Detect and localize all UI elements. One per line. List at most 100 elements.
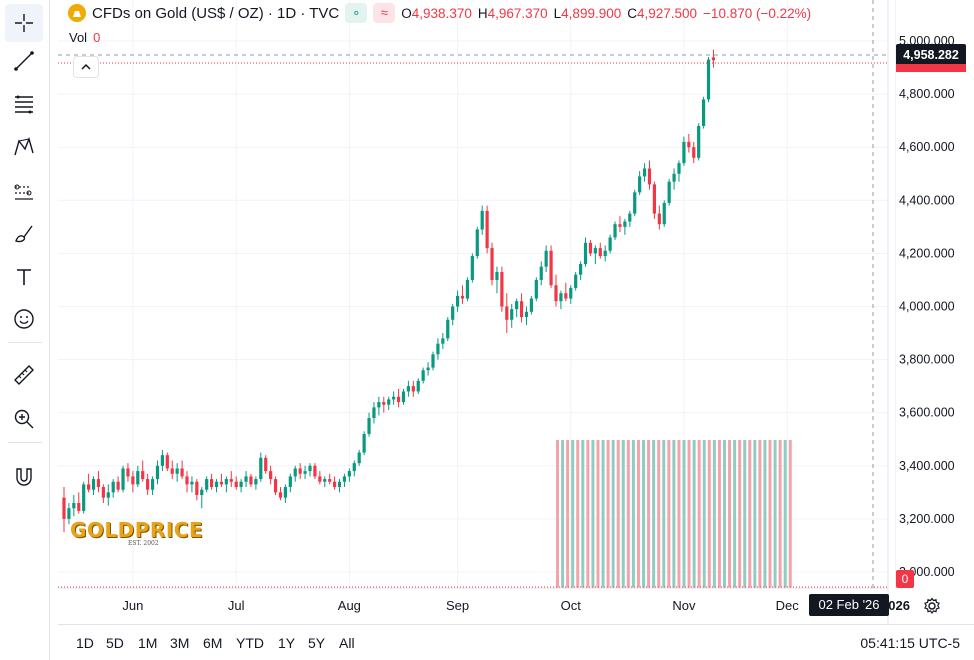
candle-body: [446, 319, 450, 339]
price-tick-label: 4,600.000: [899, 140, 955, 154]
time-tick-label: Jul: [228, 598, 245, 613]
tool-pattern[interactable]: [5, 128, 43, 166]
candle: [111, 479, 115, 498]
tool-prediction[interactable]: [5, 172, 43, 210]
candle: [82, 481, 86, 514]
candle: [328, 473, 332, 485]
range-5d[interactable]: 5D: [106, 635, 124, 651]
tool-emoji[interactable]: [5, 300, 43, 338]
candle-body: [387, 399, 391, 405]
candle: [396, 388, 401, 408]
toolbar-divider: [8, 342, 42, 343]
candle: [155, 460, 160, 485]
candle: [505, 293, 509, 334]
toolbar-divider: [8, 442, 42, 443]
data-type-badge[interactable]: ≈: [373, 3, 396, 23]
volume-bar: [738, 440, 742, 588]
symbol-title[interactable]: CFDs on Gold (US$ / OZ) · 1D · TVC: [92, 4, 340, 22]
candle: [613, 221, 617, 241]
volume-bar: [773, 440, 777, 588]
price-tick-label: 3,800.000: [899, 353, 955, 367]
candle: [234, 476, 238, 490]
candle: [603, 245, 607, 262]
volume-bar: [642, 440, 646, 588]
chart-settings-button[interactable]: [921, 595, 943, 617]
candle: [500, 266, 504, 312]
volume-bar: [758, 440, 762, 588]
range-3m[interactable]: 3M: [170, 635, 190, 651]
candle-body: [367, 418, 371, 434]
range-all[interactable]: All: [339, 635, 355, 651]
candle: [470, 253, 474, 283]
candle: [480, 205, 484, 235]
range-ytd[interactable]: YTD: [236, 635, 264, 651]
candle-body: [333, 481, 337, 488]
range-1y[interactable]: 1Y: [278, 635, 296, 651]
timezone-clock[interactable]: 05:41:15 UTC-5: [860, 635, 960, 651]
candle-body: [396, 396, 401, 403]
candle-body: [126, 468, 130, 477]
range-6m[interactable]: 6M: [203, 635, 223, 651]
tool-crosshair[interactable]: [5, 4, 43, 42]
candle-body: [298, 468, 302, 474]
candle-body: [500, 271, 504, 307]
bottom-toolbar: 1D 5D 1M 3M 6M YTD 1Y 5Y All 05:41:15 UTC-5: [58, 624, 974, 660]
range-5y[interactable]: 5Y: [308, 635, 326, 651]
candle-body: [431, 354, 435, 368]
candle-body: [411, 386, 415, 392]
candle: [283, 484, 287, 503]
candle: [121, 465, 125, 493]
candle-body: [283, 487, 287, 498]
candle: [697, 123, 701, 161]
gold-symbol-icon: [68, 4, 86, 22]
volume-bar: [657, 440, 661, 588]
candle: [116, 476, 120, 493]
ohlc-open: O4,938.370: [401, 5, 472, 21]
candle: [382, 396, 386, 413]
collapse-legend-button[interactable]: [73, 56, 99, 78]
candle: [205, 476, 209, 493]
candle-body: [121, 468, 125, 490]
volume-legend[interactable]: Vol 0: [69, 30, 100, 45]
candle: [564, 282, 568, 302]
candle: [298, 463, 302, 480]
price-tick-label: 4,000.000: [899, 300, 955, 314]
volume-bar: [687, 440, 691, 588]
tool-magnet[interactable]: [5, 458, 43, 496]
candle: [160, 449, 164, 472]
crosshair-icon: [15, 14, 33, 32]
tool-zoom[interactable]: [5, 400, 43, 438]
candle: [638, 171, 642, 195]
candle-body: [406, 386, 410, 392]
candle-body: [67, 508, 71, 519]
range-1d[interactable]: 1D: [76, 635, 94, 651]
volume-bar: [672, 440, 676, 588]
tool-trend-line[interactable]: [5, 42, 43, 80]
candle: [490, 242, 494, 286]
market-status-badge[interactable]: ∘: [345, 3, 368, 23]
candle: [667, 179, 671, 206]
time-axis: Jun Jul Aug Sep Oct Nov Dec 2026: [122, 598, 910, 613]
candle: [357, 449, 361, 466]
volume-bar: [561, 440, 565, 588]
candle-body: [465, 279, 470, 299]
tool-ruler[interactable]: [5, 356, 43, 394]
tool-brush[interactable]: [5, 214, 43, 252]
candle-body: [180, 468, 184, 477]
candle-body: [278, 492, 283, 498]
symbol-legend[interactable]: CFDs on Gold (US$ / OZ) · 1D · TVC ∘ ≈ O…: [68, 3, 811, 23]
volume-bar: [768, 440, 772, 588]
candle-body: [116, 481, 120, 490]
candle-body: [234, 481, 238, 488]
candle: [219, 473, 224, 488]
candle-body: [588, 242, 593, 254]
candle: [229, 471, 233, 488]
volume-bar: [576, 440, 580, 588]
tool-text[interactable]: [5, 258, 43, 296]
price-axis: 5,000.0004,800.0004,600.0004,400.0004,20…: [899, 34, 955, 579]
tool-fib[interactable]: [5, 84, 43, 122]
candle-body: [519, 301, 524, 318]
range-1m[interactable]: 1M: [138, 635, 158, 651]
candle: [362, 431, 366, 456]
